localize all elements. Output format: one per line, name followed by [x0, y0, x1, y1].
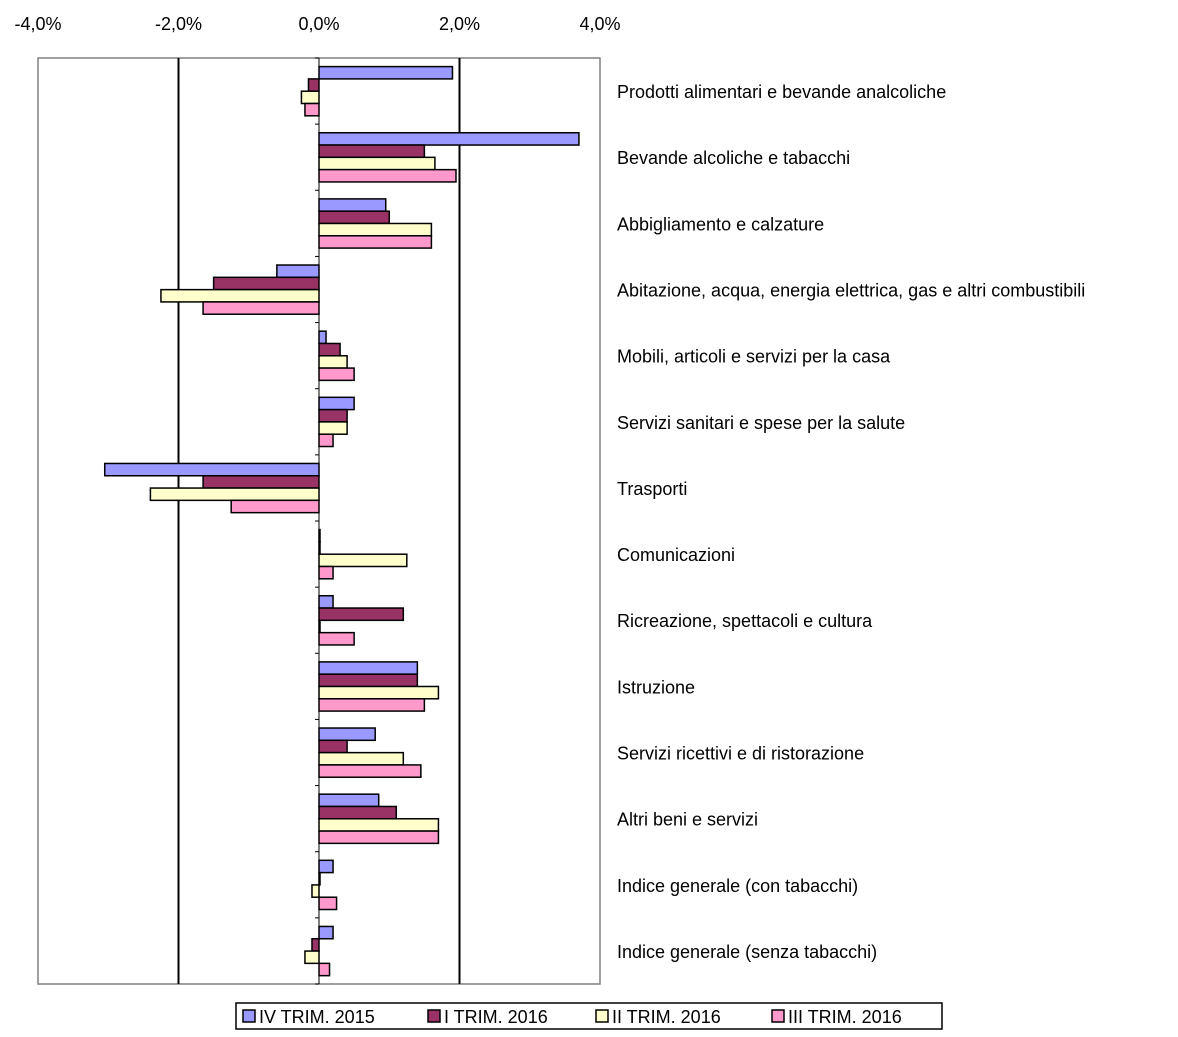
bar	[304, 950, 320, 965]
bar	[318, 408, 348, 423]
bar	[318, 751, 405, 766]
bar	[230, 499, 320, 514]
category-label: Istruzione	[617, 677, 695, 697]
category-label: Indice generale (senza tabacchi)	[617, 942, 877, 962]
bar	[276, 264, 320, 279]
legend-swatch	[595, 1009, 609, 1023]
bar	[300, 90, 320, 105]
bar	[202, 475, 320, 489]
category-label: Abbigliamento e calzature	[617, 214, 824, 234]
category-label: Ricreazione, spettacoli e cultura	[617, 611, 873, 631]
bar	[318, 565, 334, 580]
bar	[318, 793, 380, 808]
bar	[318, 156, 436, 171]
bar	[318, 698, 426, 712]
bar	[318, 805, 398, 820]
bar	[318, 925, 334, 940]
bar	[318, 144, 426, 159]
bar	[103, 462, 320, 477]
category-label: Altri beni e servizi	[617, 810, 758, 830]
category-label: Trasporti	[617, 479, 687, 499]
bar	[318, 553, 408, 568]
category-label: Abitazione, acqua, energia elettrica, ga…	[617, 281, 1085, 301]
bar	[304, 102, 320, 117]
bar	[318, 396, 355, 411]
bar	[318, 631, 355, 646]
bar	[318, 528, 321, 543]
category-label: Mobili, articoli e servizi per la casa	[617, 347, 891, 367]
bar	[318, 896, 338, 911]
bar	[318, 421, 348, 435]
bar	[318, 198, 387, 212]
bar	[318, 607, 405, 622]
bar	[318, 541, 321, 555]
bar	[318, 367, 355, 382]
x-tick-label: 2,0%	[439, 14, 480, 34]
bar	[311, 938, 320, 952]
bar	[318, 355, 348, 369]
category-label: Servizi ricettivi e di ristorazione	[617, 744, 864, 764]
bar	[307, 78, 320, 92]
x-tick-label: -2,0%	[155, 14, 202, 34]
legend-label: I TRIM. 2016	[444, 1007, 548, 1027]
category-label: Comunicazioni	[617, 545, 735, 565]
bar	[318, 433, 334, 448]
legend-label: II TRIM. 2016	[612, 1007, 721, 1027]
bar	[149, 487, 320, 502]
bar	[318, 222, 433, 237]
bar	[318, 727, 376, 742]
bar	[318, 342, 341, 357]
x-tick-label: 0,0%	[298, 14, 339, 34]
category-label: Prodotti alimentari e bevande analcolich…	[617, 82, 946, 102]
legend-swatch	[771, 1009, 785, 1023]
bar	[318, 210, 390, 225]
legend	[235, 1002, 943, 1030]
bar	[318, 594, 334, 609]
bar	[318, 619, 321, 634]
bar	[202, 301, 320, 315]
bar	[318, 65, 454, 80]
legend-label: III TRIM. 2016	[788, 1007, 902, 1027]
category-label: Servizi sanitari e spese per la salute	[617, 413, 905, 433]
bar	[318, 168, 457, 183]
bar	[212, 276, 320, 291]
bar	[318, 131, 580, 146]
category-label: Indice generale (con tabacchi)	[617, 876, 858, 896]
legend-swatch	[242, 1009, 256, 1023]
x-tick-label: -4,0%	[14, 14, 61, 34]
bar	[318, 739, 348, 754]
legend-label: IV TRIM. 2015	[259, 1007, 375, 1027]
bar	[160, 288, 320, 303]
bar	[318, 764, 422, 778]
x-tick-label: 4,0%	[579, 14, 620, 34]
bar	[318, 661, 419, 675]
bar	[318, 685, 440, 700]
bar	[318, 673, 419, 688]
bar	[318, 859, 334, 874]
legend-swatch	[427, 1009, 441, 1023]
bar	[318, 235, 433, 249]
bar	[318, 871, 321, 886]
bar	[318, 962, 331, 977]
bar	[318, 818, 440, 832]
bar	[318, 830, 440, 845]
category-label: Bevande alcoliche e tabacchi	[617, 148, 850, 168]
bar	[311, 884, 320, 898]
bar	[318, 330, 327, 345]
